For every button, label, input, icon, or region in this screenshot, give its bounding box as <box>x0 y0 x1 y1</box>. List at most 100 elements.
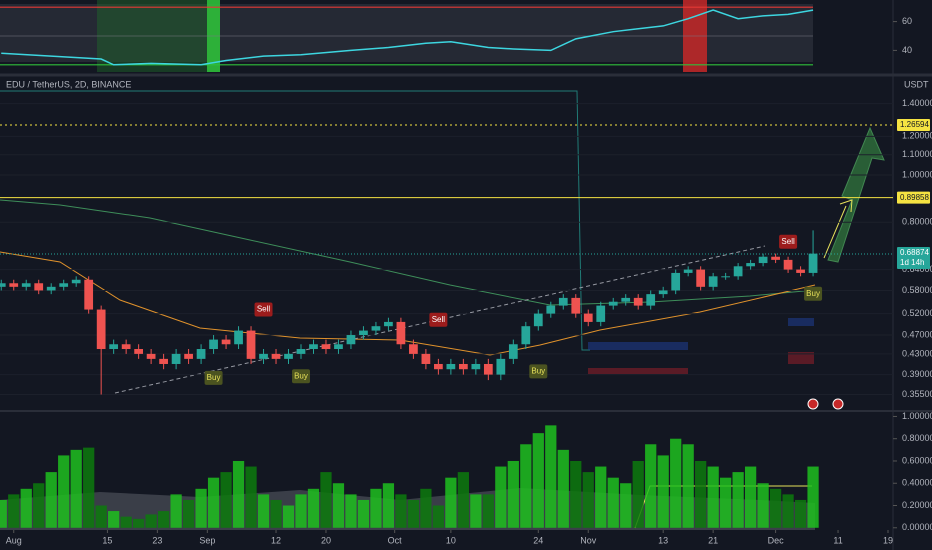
volume-bar <box>83 447 95 528</box>
moving-average <box>0 199 816 306</box>
candle-body <box>371 326 381 331</box>
candle-body <box>0 283 6 287</box>
volume-bar <box>282 505 295 528</box>
volume-bar <box>257 494 270 528</box>
candle-body <box>221 339 231 345</box>
signal-label: Sell <box>432 315 446 324</box>
volume-bar <box>207 477 220 528</box>
volume-bar <box>495 466 507 528</box>
rsi-band <box>0 4 813 62</box>
volume-bar <box>295 494 307 528</box>
volume-bar <box>595 466 607 528</box>
volume-bar <box>70 449 82 528</box>
volume-bar <box>307 488 320 528</box>
zone <box>788 318 814 326</box>
candle-body <box>271 353 281 359</box>
candle-body <box>321 344 331 350</box>
candle-body <box>96 309 106 350</box>
y-tick-label: 0.40000 <box>902 478 932 488</box>
volume-bar <box>95 505 107 528</box>
x-tick-label: Nov <box>580 535 597 545</box>
candle-body <box>359 330 368 336</box>
candle-body <box>621 297 631 302</box>
volume-bar <box>607 477 619 528</box>
volume-bar <box>782 494 794 528</box>
y-tick-label: 1.00000 <box>902 169 932 179</box>
volume-bar <box>470 494 482 528</box>
x-tick-label: 10 <box>446 535 456 545</box>
candle-body <box>508 344 518 359</box>
candle-body <box>171 353 181 364</box>
y-tick-label: 40 <box>902 45 912 55</box>
signal-label: Buy <box>207 373 221 382</box>
candle-body <box>409 344 418 354</box>
volume-bar <box>682 444 694 528</box>
x-tick-label: 24 <box>533 535 543 545</box>
candle-body <box>421 353 431 364</box>
candle-body <box>434 363 443 370</box>
volume-bar <box>695 460 707 528</box>
candle-body <box>159 358 168 364</box>
price-label: 0.89858 <box>900 193 929 202</box>
volume-bar <box>744 466 757 528</box>
candle-body <box>109 344 119 350</box>
signal-label: Buy <box>294 371 308 380</box>
candle-body <box>708 276 718 287</box>
y-tick-label: 0.43000 <box>902 348 932 358</box>
volume-bar <box>357 499 370 528</box>
candle-body <box>758 256 768 264</box>
candle-body <box>521 326 531 345</box>
signal-label: Buy <box>531 366 545 375</box>
candle-body <box>121 344 131 350</box>
candle-body <box>771 256 780 260</box>
volume-bar <box>757 483 769 528</box>
candle-body <box>633 297 643 306</box>
signal-box <box>804 286 823 301</box>
volume-bar <box>532 433 544 528</box>
zone <box>588 368 688 374</box>
volume-bar <box>195 488 207 528</box>
y-tick-label: 0.00000 <box>902 522 932 532</box>
y-tick-label: 60 <box>902 16 912 26</box>
candle-body <box>346 335 356 345</box>
rsi-line <box>1 9 814 66</box>
last-price-label: 0.68874 <box>900 248 929 257</box>
price-label-box <box>897 191 930 204</box>
y-tick-label: 1.10000 <box>902 149 932 159</box>
x-tick-label: Sep <box>199 535 215 545</box>
candle-body <box>146 353 156 359</box>
candle-body <box>483 363 493 375</box>
volume-bar <box>557 449 569 528</box>
projection-arrow <box>823 199 853 259</box>
volume-bar <box>182 499 195 528</box>
volume-bar <box>345 494 357 528</box>
y-tick-label: 0.47000 <box>902 329 932 339</box>
price-label-box <box>897 118 930 131</box>
x-tick-label: 19 <box>883 535 893 545</box>
candle-body <box>34 283 44 291</box>
volume-bar <box>382 483 395 528</box>
candle-body <box>746 263 755 267</box>
volume-bar <box>507 460 519 528</box>
volume-bar <box>432 505 445 528</box>
x-tick-label: 23 <box>152 535 162 545</box>
volume-bar <box>807 466 819 528</box>
volume-bar <box>732 472 744 528</box>
volume-bar <box>720 477 732 528</box>
candle-body <box>384 321 393 327</box>
candle-body <box>596 305 606 322</box>
volume-bar <box>395 494 407 528</box>
candle-body <box>533 313 543 327</box>
signal-label: Buy <box>806 289 820 298</box>
volume-bar <box>445 477 457 528</box>
candle-body <box>571 297 581 314</box>
volume-bar <box>370 488 382 528</box>
zone <box>788 352 814 364</box>
stop-line <box>0 90 590 351</box>
last-price-box <box>897 247 930 270</box>
y-tick-label: 1.00000 <box>902 411 932 421</box>
candle-body <box>9 283 19 287</box>
candle-body <box>59 283 69 287</box>
signal-box <box>429 312 448 327</box>
